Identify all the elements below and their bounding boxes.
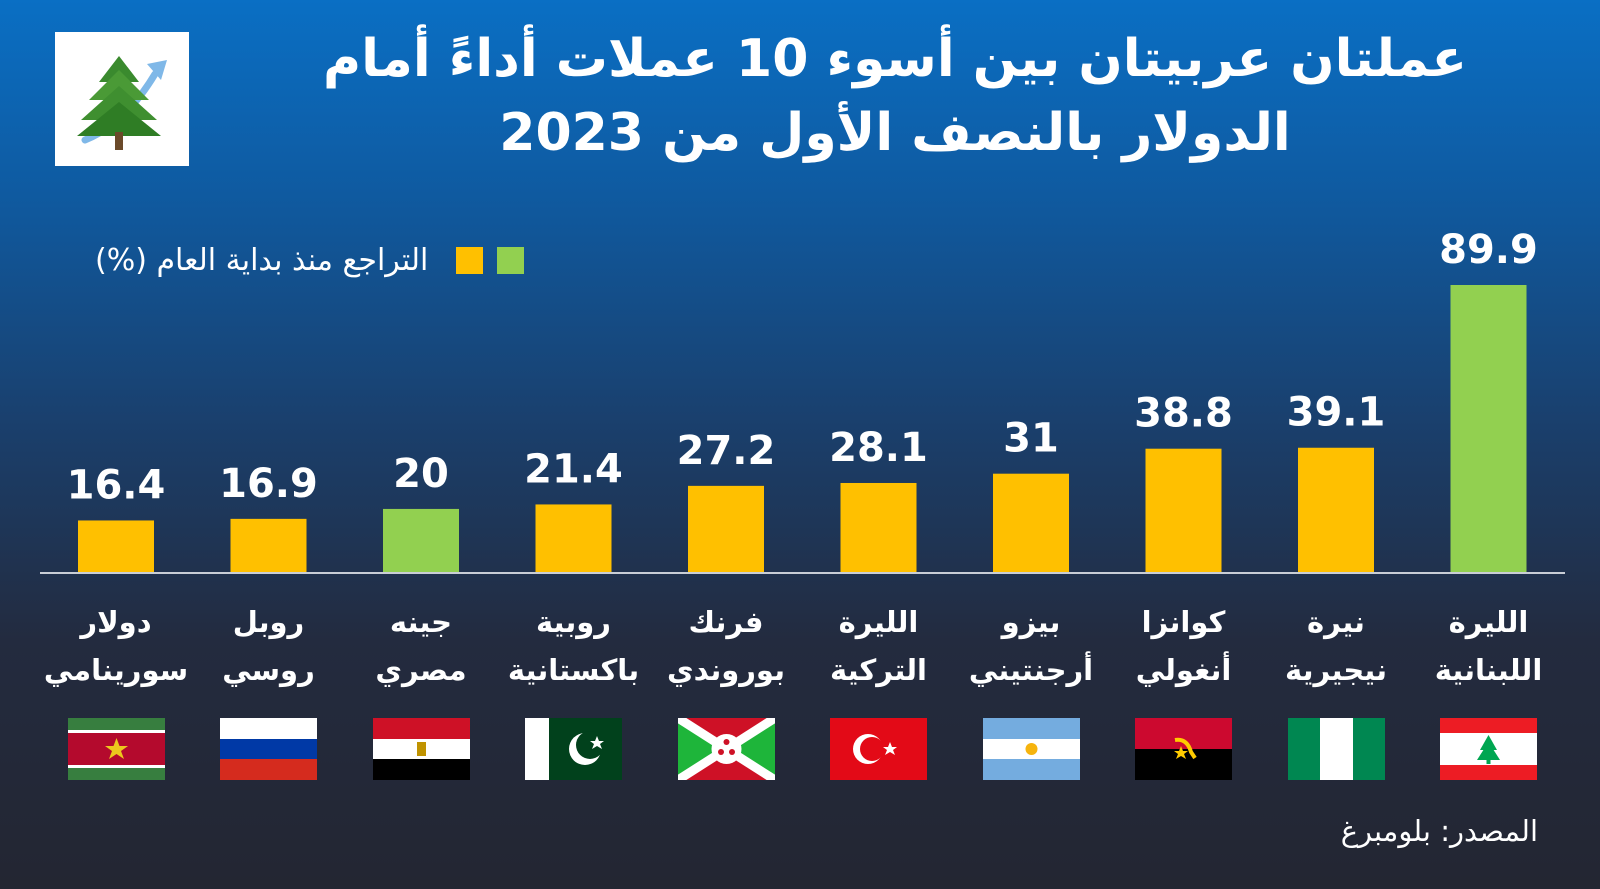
value-label-3: 21.4 — [524, 446, 623, 492]
value-label-7: 38.8 — [1134, 391, 1233, 437]
category-label-line: مصري — [375, 653, 467, 687]
nigeria-flag — [1287, 718, 1385, 780]
value-label-6: 31 — [1003, 416, 1059, 462]
egypt-flag — [372, 718, 470, 780]
category-label-7: كوانزا أنغولي — [1109, 598, 1259, 694]
title-line-1: عملتان عربيتان بين أسوء 10 عملات أداءً أ… — [323, 29, 1467, 89]
category-label-3: روبية باكستانية — [499, 598, 649, 694]
bar-8 — [1298, 447, 1374, 573]
category-label-0: دولار سورينامي — [41, 598, 191, 694]
category-label-line: التركية — [830, 653, 927, 687]
bar-0 — [78, 520, 154, 573]
value-label-0: 16.4 — [67, 462, 166, 508]
category-label-6: بيزو أرجنتيني — [956, 598, 1106, 694]
category-label-line: فرنك — [688, 605, 764, 639]
burundi-flag — [677, 718, 775, 780]
category-label-line: بيزو — [1001, 605, 1061, 639]
bar-5 — [840, 482, 917, 573]
angola-flag — [1135, 718, 1232, 780]
value-label-8: 39.1 — [1287, 390, 1386, 436]
category-label-line: كوانزا — [1141, 605, 1226, 639]
bar-1 — [230, 518, 307, 573]
category-label-9: الليرة اللبنانية — [1414, 598, 1564, 694]
value-label-4: 27.2 — [677, 428, 776, 474]
category-label-8: نيرة نيجيرية — [1261, 598, 1411, 694]
bar-7 — [1145, 448, 1222, 573]
chart-title: عملتان عربيتان بين أسوء 10 عملات أداءً أ… — [300, 22, 1490, 170]
category-label-5: الليرة التركية — [804, 598, 954, 694]
value-label-9: 89.9 — [1439, 227, 1538, 273]
argentina-flag — [982, 718, 1080, 780]
category-label-line: بوروندي — [666, 653, 785, 687]
bar-6 — [993, 473, 1069, 573]
category-label-line: الليرة — [838, 605, 919, 639]
russia-flag — [220, 718, 317, 780]
bar-4 — [688, 485, 764, 573]
category-label-line: اللبنانية — [1434, 653, 1543, 687]
value-label-1: 16.9 — [219, 461, 318, 507]
category-label-2: جينه مصري — [346, 598, 496, 694]
category-label-1: روبل روسي — [194, 598, 344, 694]
bar-9 — [1450, 285, 1527, 573]
turkey-flag — [830, 718, 927, 780]
lebanon-flag — [1440, 718, 1537, 780]
pakistan-flag — [525, 718, 622, 780]
value-label-5: 28.1 — [829, 425, 928, 471]
legend: التراجع منذ بداية العام (%) — [95, 238, 538, 282]
category-label-line: روبية — [535, 605, 612, 639]
legend-label: التراجع منذ بداية العام (%) — [95, 242, 429, 278]
category-label-line: روسي — [222, 653, 315, 687]
category-label-line: جينه — [389, 605, 453, 639]
bar-2 — [383, 508, 459, 573]
legend-swatch-green — [497, 246, 525, 274]
value-label-2: 20 — [393, 451, 449, 497]
category-label-line: دولار — [80, 605, 152, 639]
cedar-arrow-icon — [77, 56, 167, 150]
category-label-line: روبل — [232, 605, 305, 639]
category-label-line: أنغولي — [1135, 653, 1232, 687]
legend-swatch-yellow — [456, 246, 484, 274]
category-label-line: أرجنتيني — [968, 653, 1094, 687]
category-label-line: باكستانية — [507, 653, 640, 687]
category-label-4: فرنك بوروندي — [651, 598, 801, 694]
category-label-line: نيرة — [1307, 605, 1365, 639]
title-line-2: الدولار بالنصف الأول من 2023 — [499, 103, 1291, 163]
category-label-line: نيجيرية — [1285, 653, 1387, 687]
category-label-line: الليرة — [1448, 605, 1529, 639]
lebanon-cedar-logo — [55, 32, 189, 166]
category-label-line: سورينامي — [43, 653, 189, 687]
source-note: المصدر: بلومبرغ — [1340, 814, 1538, 848]
suriname-flag — [67, 718, 165, 780]
bar-3 — [535, 504, 612, 573]
